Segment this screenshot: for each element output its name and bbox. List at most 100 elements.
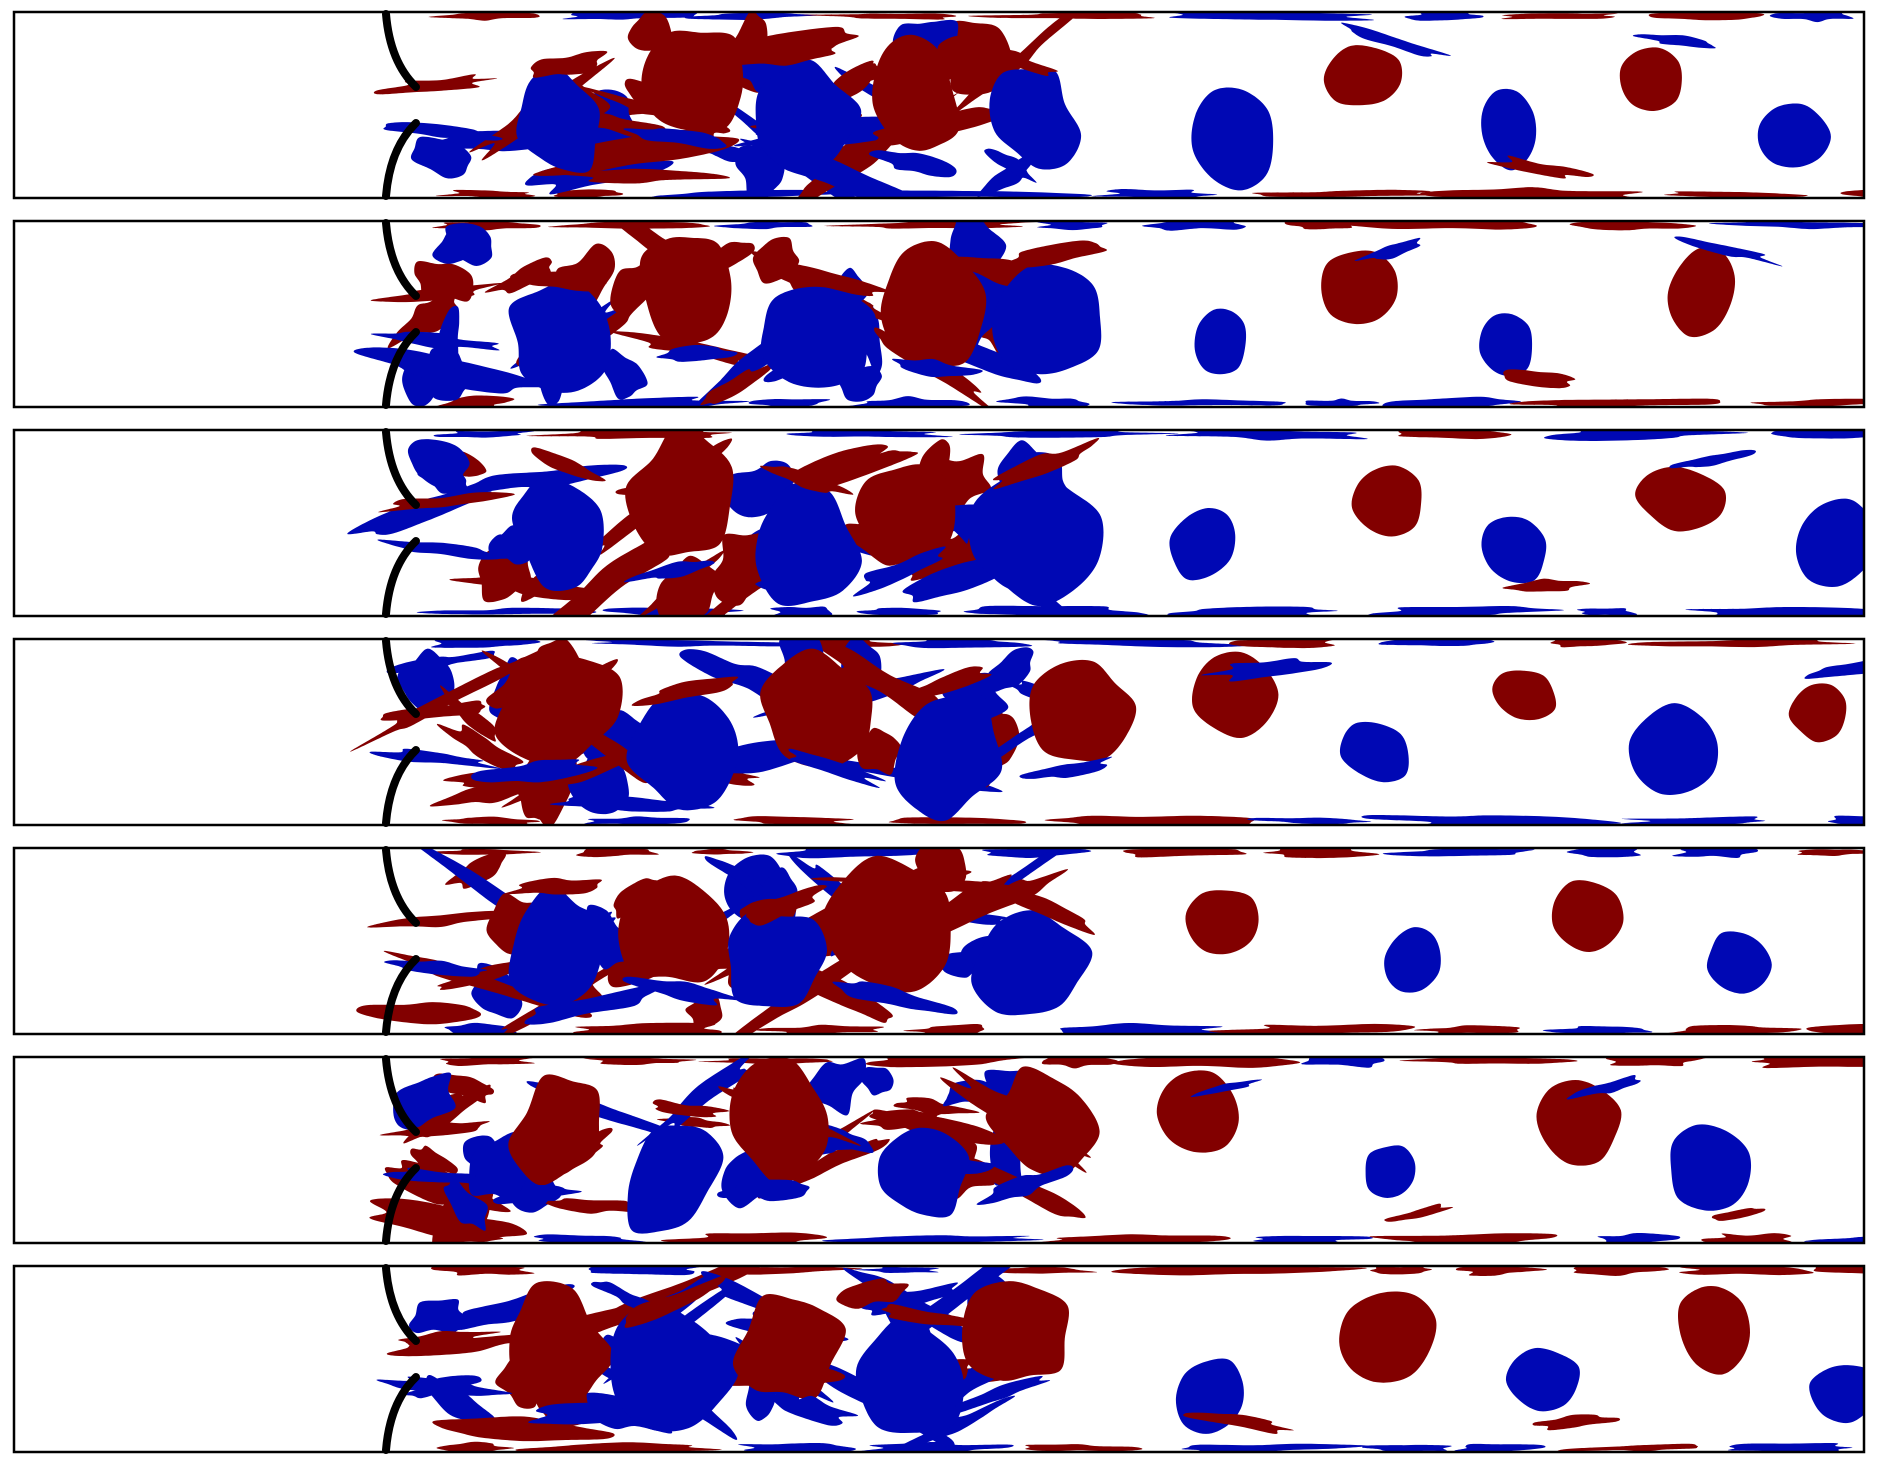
wall-shear-layer — [1806, 1024, 1864, 1034]
shed-vortex — [1809, 1365, 1864, 1424]
wall-shear-layer — [1569, 221, 1697, 231]
wall-shear-layer — [855, 1266, 940, 1273]
wall-shear-layer — [847, 396, 970, 407]
wall-shear-layer — [1420, 187, 1643, 198]
wall-shear-layer — [1399, 1057, 1578, 1064]
wall-shear-layer — [1701, 1233, 1792, 1243]
wall-shear-layer — [1550, 639, 1627, 648]
wall-shear-layer — [776, 848, 942, 859]
wall-shear-layer — [576, 848, 659, 858]
primary-vortex — [626, 692, 739, 811]
wall-shear-layer — [435, 189, 536, 198]
wall-shear-layer — [1167, 12, 1374, 21]
primary-vortex — [625, 430, 734, 556]
vortex-sheet — [860, 1109, 955, 1130]
wall-shear-layer — [1648, 12, 1765, 21]
vortex-filament — [1669, 449, 1756, 469]
vortex-sheet — [623, 560, 715, 583]
vortex-filament — [1532, 1414, 1621, 1431]
vortex-filament — [688, 143, 772, 163]
shed-vortex — [1492, 670, 1557, 721]
wall-shear-layer — [822, 1235, 1044, 1243]
vortex-sheet — [504, 877, 602, 895]
vortex-filament — [432, 1416, 615, 1442]
shed-vortex — [1551, 880, 1624, 953]
wall-shear-layer — [1305, 398, 1380, 407]
wall-shear-layer — [1382, 396, 1522, 407]
wall-shear-layer — [1840, 189, 1864, 197]
primary-vortex — [511, 478, 604, 592]
wall-shear-layer — [444, 1022, 518, 1034]
wall-shear-layer — [1247, 817, 1372, 825]
wall-shear-layer — [425, 848, 541, 855]
shed-vortex — [1706, 931, 1772, 994]
wall-shear-layer — [1542, 1026, 1653, 1034]
wall-shear-layer — [958, 430, 1179, 438]
wall-shear-layer — [1771, 430, 1864, 439]
panel-frame — [12, 219, 1866, 409]
wall-shear-layer — [733, 816, 854, 825]
shed-vortex — [1185, 890, 1259, 955]
vortex-blob — [519, 772, 552, 820]
wall-shear-layer — [1112, 1057, 1301, 1068]
wall-shear-layer — [1672, 848, 1759, 859]
wall-shear-layer — [436, 395, 515, 407]
bluff-body-wall — [382, 1055, 420, 1245]
wall-shear-layer — [1263, 848, 1380, 859]
shear-layer-upper — [380, 700, 486, 721]
primary-vortex — [516, 65, 600, 173]
bluff-body-wall — [382, 846, 420, 1036]
wall-shear-layer — [865, 1057, 1034, 1068]
shed-vortex — [1670, 1124, 1752, 1211]
vortex-sheet — [471, 759, 598, 783]
wall-shear-layer — [1573, 1266, 1669, 1276]
shear-layer-lower — [369, 748, 502, 769]
primary-vortex — [732, 1293, 846, 1400]
vortex-sheet — [981, 881, 1095, 935]
wall-shear-layer — [1813, 1266, 1864, 1274]
wall-shear-layer — [1454, 1443, 1546, 1452]
wall-shear-layer — [1398, 430, 1512, 440]
vortex-blob — [397, 648, 455, 712]
wall-shear-layer — [553, 189, 624, 198]
primary-vortex — [755, 482, 862, 606]
vortex-sheet — [832, 981, 958, 1015]
wall-shear-layer — [1361, 1444, 1452, 1452]
primary-vortex — [877, 1127, 970, 1218]
wall-shear-layer — [1605, 1057, 1710, 1067]
shed-vortex — [1757, 103, 1831, 168]
wall-shear-layer — [713, 221, 813, 230]
vortex-blob — [440, 223, 493, 266]
wall-shear-layer — [1727, 1442, 1853, 1452]
shed-vortex — [1321, 250, 1398, 325]
vortex-filament — [860, 1282, 959, 1316]
primary-vortex — [508, 280, 611, 393]
vortex-filament — [1201, 658, 1333, 682]
vortex-filament — [541, 1198, 654, 1214]
vortex-sheet — [868, 150, 957, 178]
wall-shear-layer — [441, 816, 540, 825]
vortex-blob — [408, 1298, 467, 1334]
wall-shear-layer — [1455, 1266, 1548, 1276]
vortex-sheet — [624, 1275, 726, 1328]
vortex-filament — [524, 983, 663, 1025]
primary-vortex — [627, 1125, 724, 1234]
wall-shear-layer — [1769, 12, 1854, 23]
wall-shear-layer — [1509, 398, 1721, 407]
primary-vortex — [971, 910, 1093, 1016]
shear-layer-lower — [377, 539, 505, 560]
vortex-filament — [449, 571, 607, 601]
wall-shear-layer — [691, 848, 754, 855]
vortex-sheet — [717, 46, 836, 67]
vorticity-panel — [12, 846, 1866, 1036]
vortex-filament — [700, 363, 774, 406]
wall-shear-layer — [1037, 221, 1108, 231]
vortex-filament — [1354, 237, 1421, 261]
wall-shear-layer — [1662, 1025, 1802, 1034]
wall-shear-layer — [1361, 814, 1622, 825]
vortex-sheet — [656, 344, 738, 362]
shed-vortex — [1619, 47, 1682, 111]
vortex-sheet — [1019, 756, 1113, 779]
wall-shear-layer — [440, 1057, 536, 1067]
wall-shear-layer — [416, 607, 597, 615]
